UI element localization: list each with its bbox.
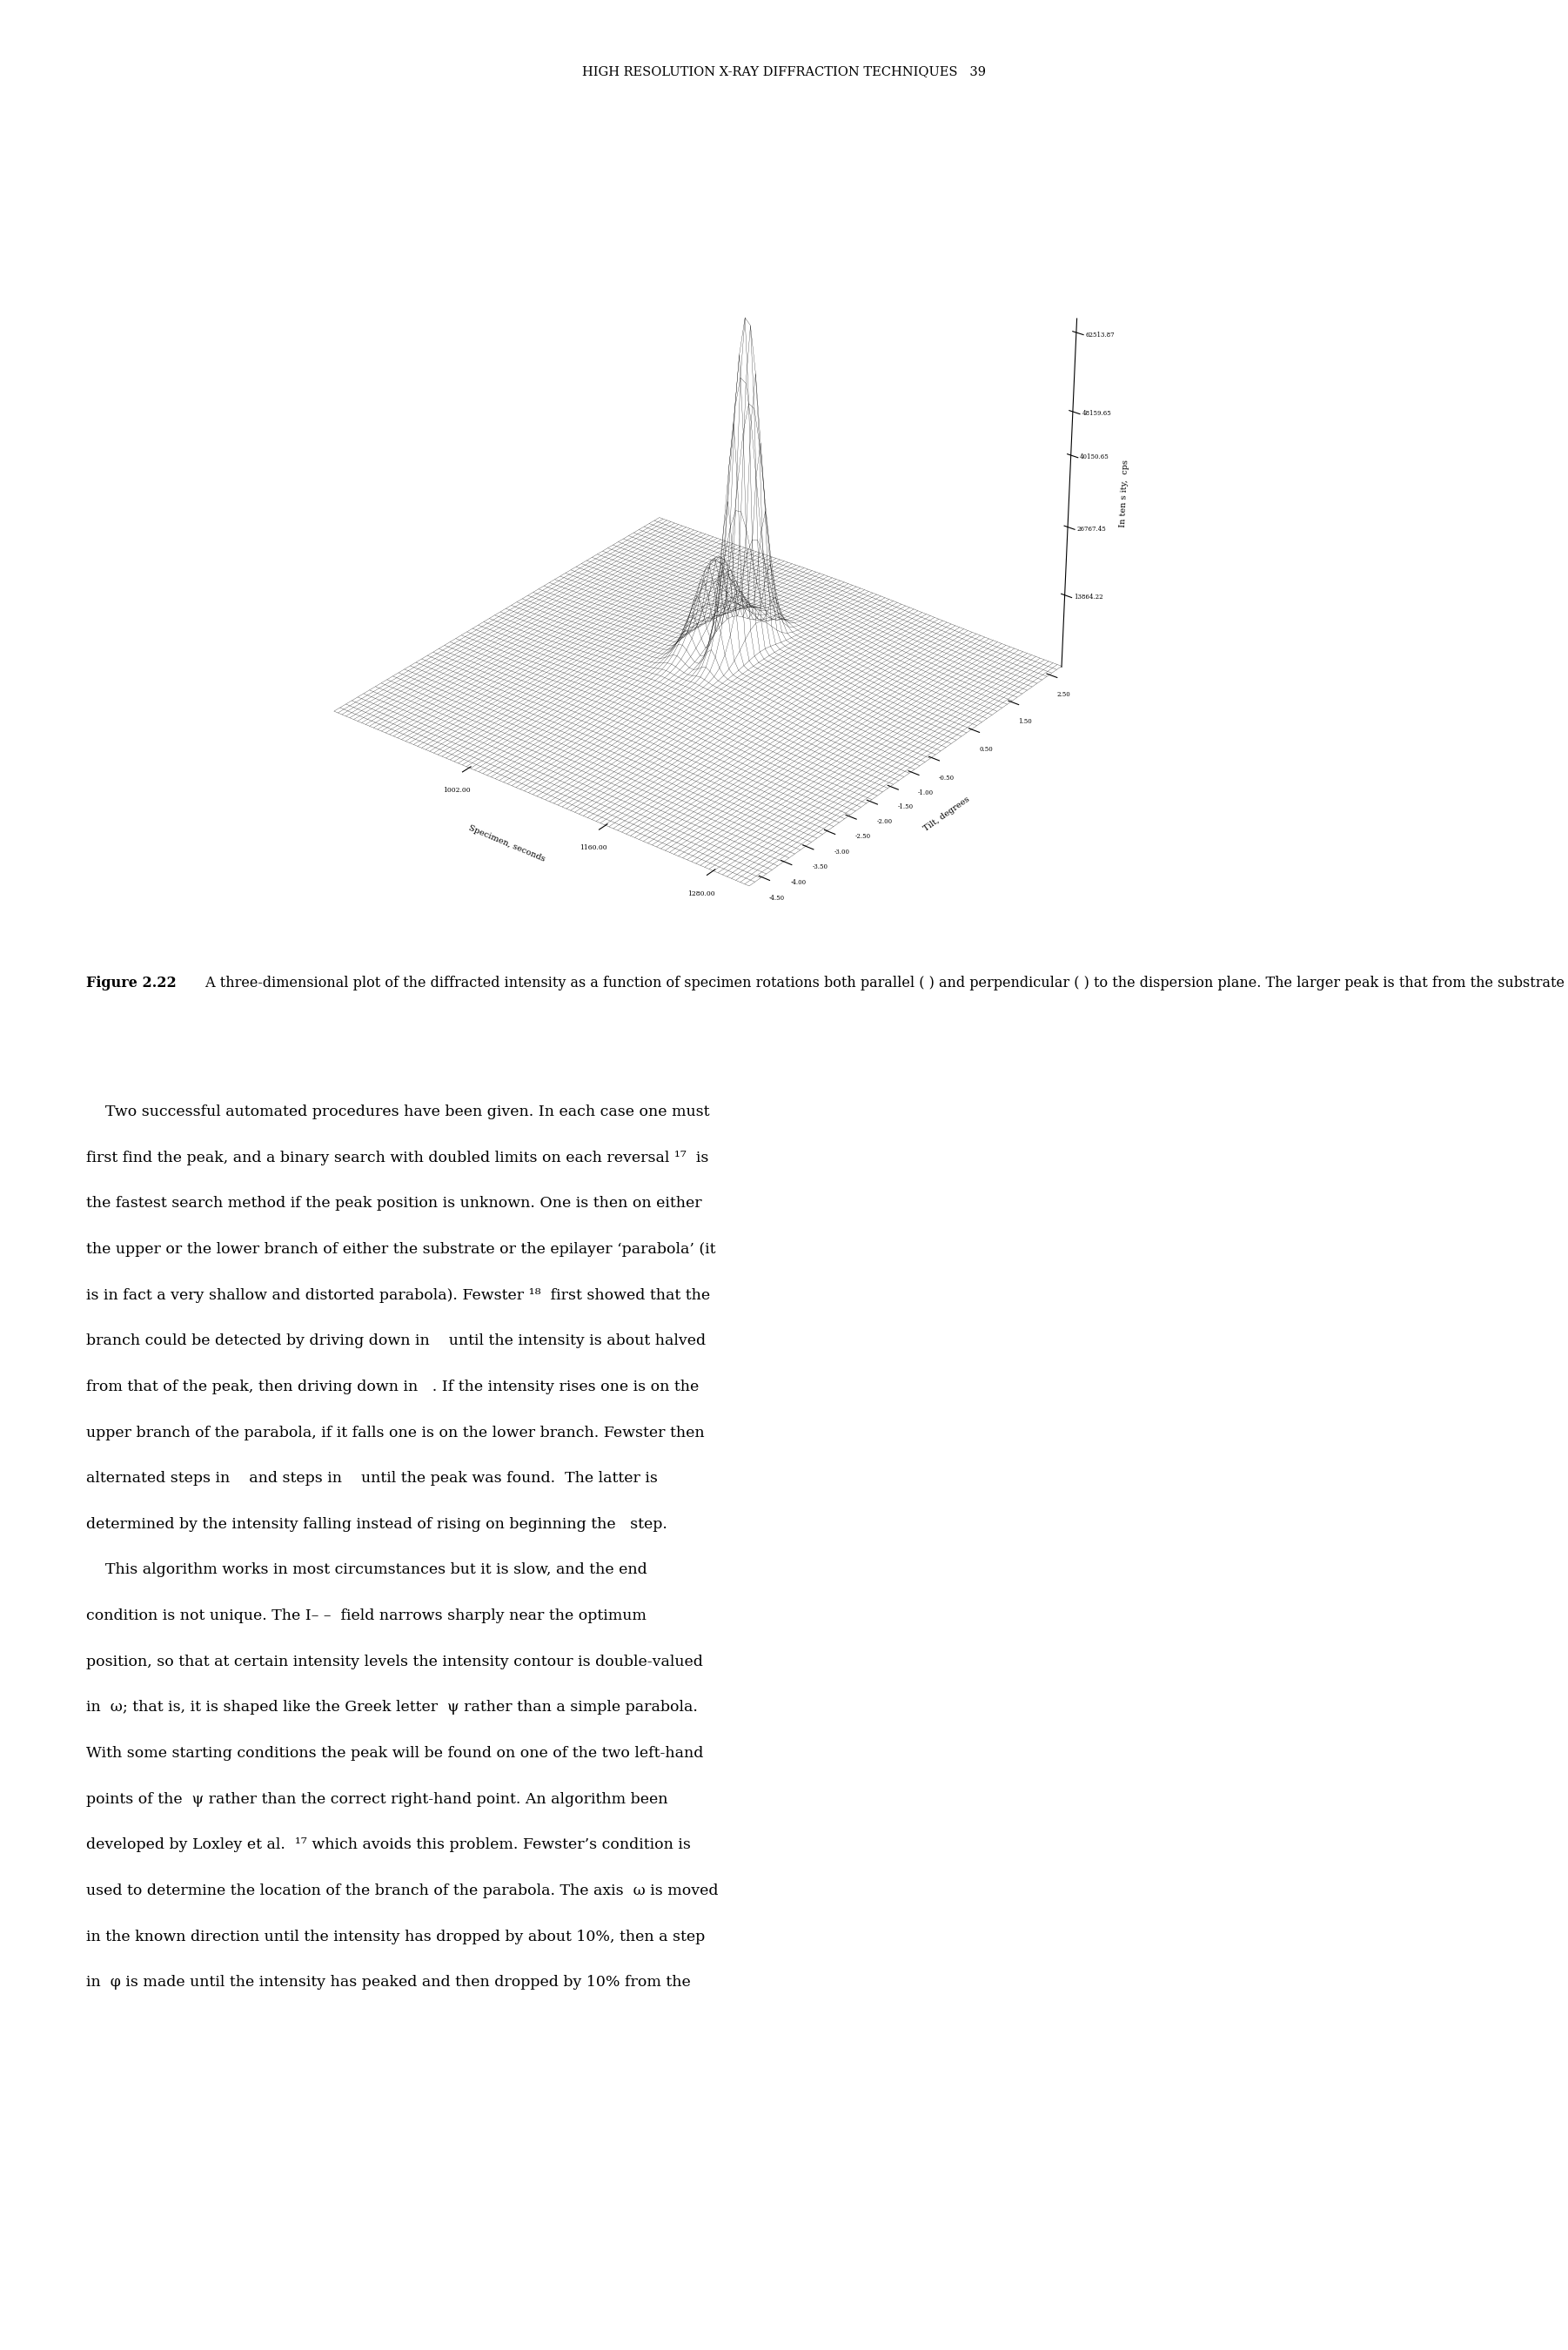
Text: from that of the peak, then driving down in   . If the intensity rises one is on: from that of the peak, then driving down… — [86, 1379, 699, 1394]
Text: in  ω; that is, it is shaped like the Greek letter  ψ rather than a simple parab: in ω; that is, it is shaped like the Gre… — [86, 1701, 698, 1716]
Text: branch could be detected by driving down in    until the intensity is about halv: branch could be detected by driving down… — [86, 1335, 706, 1349]
Text: the fastest search method if the peak position is unknown. One is then on either: the fastest search method if the peak po… — [86, 1196, 702, 1210]
Text: developed by Loxley et al.  ¹⁷ which avoids this problem. Fewster’s condition is: developed by Loxley et al. ¹⁷ which avoi… — [86, 1838, 691, 1852]
Text: A three-dimensional plot of the diffracted intensity as a function of specimen r: A three-dimensional plot of the diffract… — [201, 975, 1568, 989]
X-axis label: Specimen, seconds: Specimen, seconds — [467, 822, 546, 862]
Text: position, so that at certain intensity levels the intensity contour is double-va: position, so that at certain intensity l… — [86, 1654, 702, 1668]
Text: condition is not unique. The I– –  field narrows sharply near the optimum: condition is not unique. The I– – field … — [86, 1607, 646, 1624]
Text: Figure 2.22: Figure 2.22 — [86, 975, 177, 989]
Text: This algorithm works in most circumstances but it is slow, and the end: This algorithm works in most circumstanc… — [86, 1563, 648, 1577]
Text: in the known direction until the intensity has dropped by about 10%, then a step: in the known direction until the intensi… — [86, 1929, 706, 1943]
Text: With some starting conditions the peak will be found on one of the two left-hand: With some starting conditions the peak w… — [86, 1746, 704, 1760]
Text: Two successful automated procedures have been given. In each case one must: Two successful automated procedures have… — [86, 1104, 710, 1119]
Y-axis label: Tilt, degrees: Tilt, degrees — [922, 797, 972, 834]
Text: determined by the intensity falling instead of rising on beginning the   step.: determined by the intensity falling inst… — [86, 1518, 668, 1532]
Text: first find the peak, and a binary search with doubled limits on each reversal ¹⁷: first find the peak, and a binary search… — [86, 1149, 709, 1166]
Text: upper branch of the parabola, if it falls one is on the lower branch. Fewster th: upper branch of the parabola, if it fall… — [86, 1424, 704, 1441]
Text: points of the  ψ rather than the correct right-hand point. An algorithm been: points of the ψ rather than the correct … — [86, 1791, 668, 1807]
Text: the upper or the lower branch of either the substrate or the epilayer ‘parabola’: the upper or the lower branch of either … — [86, 1241, 715, 1257]
Text: HIGH RESOLUTION X-RAY DIFFRACTION TECHNIQUES   39: HIGH RESOLUTION X-RAY DIFFRACTION TECHNI… — [582, 66, 986, 78]
Text: used to determine the location of the branch of the parabola. The axis  ω is mov: used to determine the location of the br… — [86, 1885, 718, 1899]
Text: is in fact a very shallow and distorted parabola). Fewster ¹⁸  first showed that: is in fact a very shallow and distorted … — [86, 1288, 710, 1302]
Text: in  φ is made until the intensity has peaked and then dropped by 10% from the: in φ is made until the intensity has pea… — [86, 1974, 691, 1990]
Text: alternated steps in    and steps in    until the peak was found.  The latter is: alternated steps in and steps in until t… — [86, 1471, 659, 1485]
